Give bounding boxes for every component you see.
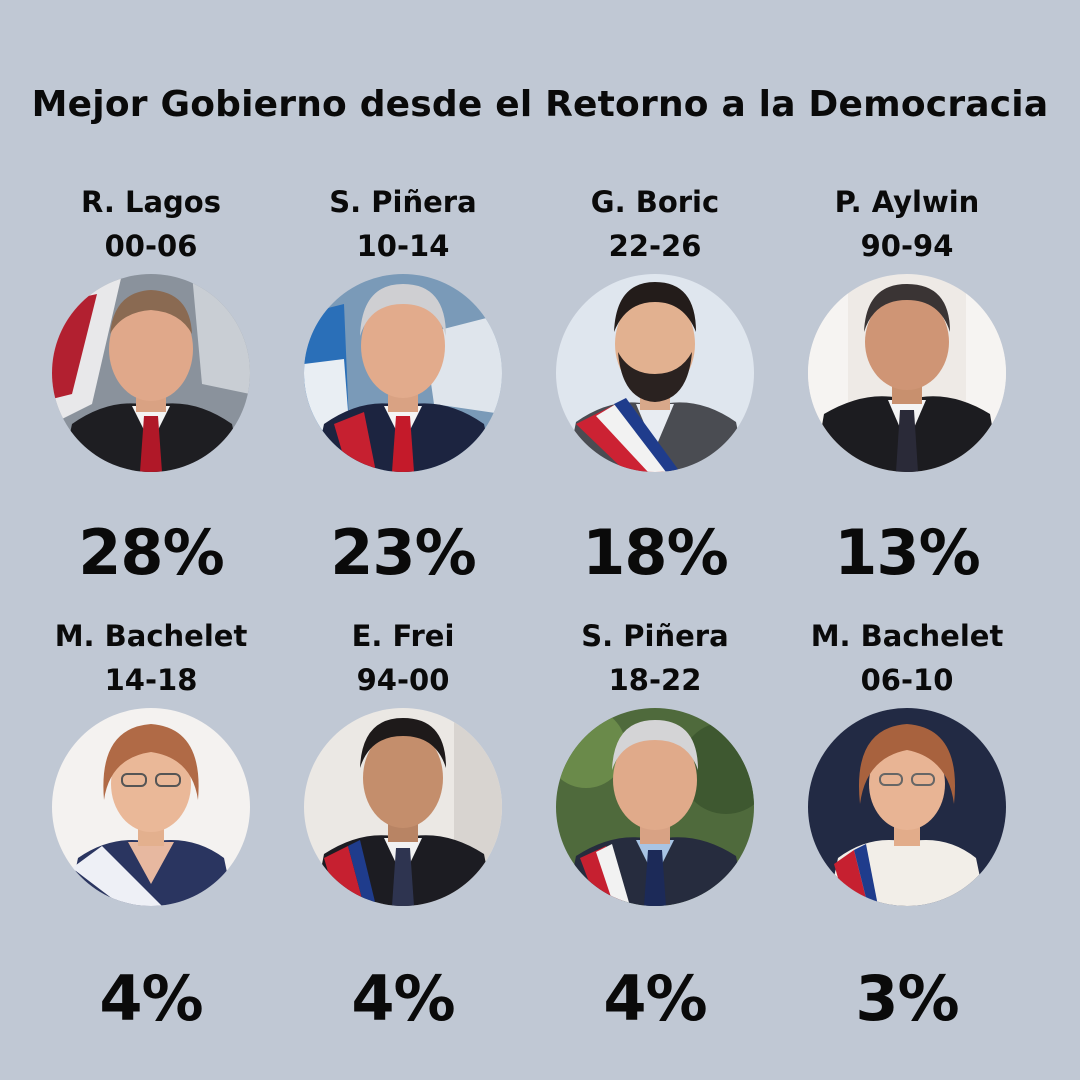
page-title: Mejor Gobierno desde el Retorno a la Dem… [31, 84, 1049, 125]
president-name: E. Frei [351, 619, 455, 653]
percentage: 4% [603, 962, 707, 1035]
president-photo [52, 708, 250, 906]
president-name: S. Piñera [581, 619, 729, 653]
president-photo [808, 274, 1006, 472]
result-card: R. Lagos 00-06 28% [25, 180, 277, 588]
result-card: M. Bachelet 06-10 3% [781, 614, 1033, 1034]
term-years: 22-26 [608, 229, 702, 263]
percentage: 4% [99, 962, 203, 1035]
percentage: 4% [351, 962, 455, 1035]
president-photo [52, 274, 250, 472]
term-years: 10-14 [356, 229, 450, 263]
result-card: S. Piñera 18-22 4% [529, 614, 781, 1034]
result-card: P. Aylwin 90-94 13% [781, 180, 1033, 588]
president-photo [304, 274, 502, 472]
result-card: G. Boric 22-26 18% [529, 180, 781, 588]
term-years: 14-18 [104, 663, 198, 697]
term-years: 18-22 [608, 663, 702, 697]
term-years: 90-94 [860, 229, 954, 263]
president-name: M. Bachelet [810, 619, 1004, 653]
president-photo [556, 708, 754, 906]
percentage: 18% [582, 516, 728, 589]
term-years: 94-00 [356, 663, 450, 697]
president-name: M. Bachelet [54, 619, 248, 653]
percentage: 23% [330, 516, 476, 589]
president-name: P. Aylwin [834, 185, 980, 219]
president-name: G. Boric [590, 185, 720, 219]
term-years: 06-10 [860, 663, 954, 697]
president-name: S. Piñera [329, 185, 477, 219]
president-name: R. Lagos [81, 185, 221, 219]
president-photo [808, 708, 1006, 906]
president-photo [556, 274, 754, 472]
term-years: 00-06 [104, 229, 198, 263]
percentage: 13% [834, 516, 980, 589]
result-card: E. Frei 94-00 4% [277, 614, 529, 1034]
percentage: 28% [78, 516, 224, 589]
result-card: M. Bachelet 14-18 4% [25, 614, 277, 1034]
percentage: 3% [855, 962, 959, 1035]
result-card: S. Piñera 10-14 23% [277, 180, 529, 588]
president-photo [304, 708, 502, 906]
